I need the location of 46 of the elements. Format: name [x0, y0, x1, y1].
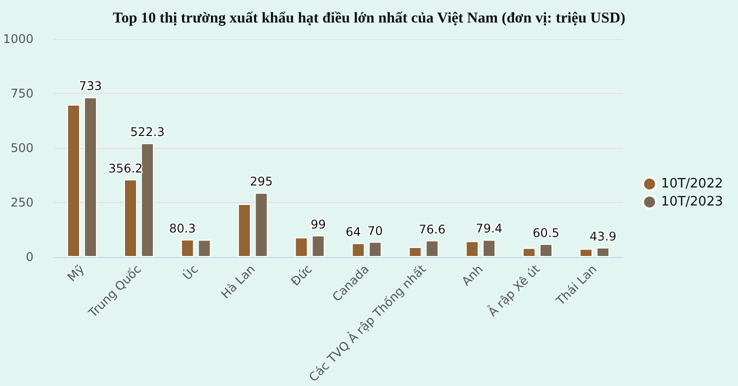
data-label: 70 — [368, 224, 383, 238]
data-label: 356.2 — [108, 161, 143, 176]
bar — [596, 247, 610, 258]
legend-label: 10T/2023 — [661, 194, 724, 210]
y-tick-label: 750 — [10, 86, 34, 101]
bar — [352, 243, 365, 258]
bar — [426, 240, 439, 258]
bar — [522, 248, 536, 258]
chart-title: Top 10 thị trường xuất khẩu hạt điều lớn nhất của Việt Nam (đơn vị: triệu USD) — [112, 10, 626, 26]
legend-label: 10T/2022 — [661, 176, 724, 192]
bar — [312, 235, 325, 258]
bar — [198, 240, 211, 258]
bar — [368, 242, 382, 258]
data-label: 43.9 — [590, 229, 616, 244]
y-tick-label: 0 — [26, 250, 34, 264]
bar — [540, 244, 553, 258]
bar — [408, 246, 422, 258]
bar — [180, 240, 194, 258]
bar — [294, 237, 308, 258]
bar — [482, 240, 496, 258]
data-label: 80.3 — [169, 222, 196, 236]
data-label: 76.6 — [418, 222, 446, 236]
bar — [580, 248, 593, 258]
bar — [466, 241, 479, 258]
x-tick-label: Úc — [179, 261, 201, 283]
y-tick-label: 250 — [10, 196, 34, 210]
data-label: 99 — [310, 217, 326, 232]
bar — [67, 104, 80, 258]
data-label: 295 — [250, 174, 273, 189]
y-tick-label: 500 — [10, 141, 34, 156]
x-tick-label: Đức — [288, 262, 315, 289]
bar — [238, 204, 251, 258]
data-label: 60.5 — [532, 226, 560, 240]
bar — [140, 143, 154, 258]
x-tick-label: Anh — [459, 262, 486, 289]
bar — [124, 179, 138, 258]
bar — [254, 192, 268, 258]
data-label: 64 — [346, 225, 361, 240]
data-label: 522.3 — [130, 125, 165, 140]
bar — [84, 97, 97, 258]
x-tick-label: Ả rập Xê út — [484, 261, 543, 320]
y-tick-label: 1000 — [2, 32, 34, 46]
x-tick-label: Hà Lan — [218, 262, 258, 302]
data-label: 79.4 — [476, 222, 502, 236]
x-tick-label: Mỹ — [64, 262, 87, 284]
data-label: 733 — [79, 79, 102, 94]
